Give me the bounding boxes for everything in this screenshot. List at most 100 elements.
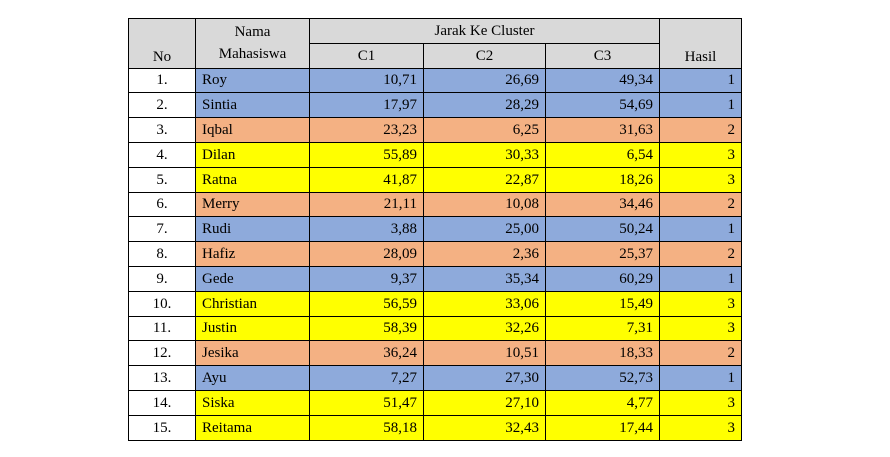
cell-hasil: 3 — [659, 141, 742, 168]
cell-c2: 28,29 — [423, 92, 546, 119]
cell-no: 1. — [128, 67, 196, 94]
cell-no: 7. — [128, 216, 196, 243]
cell-nama: Justin — [195, 315, 310, 342]
table-row: 3. Iqbal 23,23 6,25 31,63 2 — [128, 117, 742, 143]
cell-hasil: 2 — [659, 340, 742, 367]
cell-c2: 33,06 — [423, 290, 546, 317]
cell-c2: 22,87 — [423, 166, 546, 193]
cell-hasil: 1 — [659, 92, 742, 119]
cluster-distance-table: No Nama Mahasiswa Jarak Ke Cluster Hasil… — [128, 18, 742, 441]
cell-c1: 58,18 — [309, 414, 424, 441]
cell-c1: 17,97 — [309, 92, 424, 119]
cell-nama: Christian — [195, 290, 310, 317]
cell-c2: 25,00 — [423, 216, 546, 243]
table-row: 14. Siska 51,47 27,10 4,77 3 — [128, 389, 742, 416]
cell-no: 10. — [128, 290, 196, 317]
cell-nama: Roy — [195, 67, 310, 94]
header-nama-line2: Mahasiswa — [218, 46, 287, 63]
table-body: 1. Roy 10,71 26,69 49,34 1 2. Sintia 17,97 28,29 5… — [128, 67, 742, 441]
cell-hasil: 3 — [659, 389, 742, 416]
cell-c2: 6,25 — [423, 117, 546, 143]
cell-no: 15. — [128, 414, 196, 441]
table-row: 12. Jesika 36,24 10,51 18,33 2 — [128, 340, 742, 367]
cell-c2: 32,43 — [423, 414, 546, 441]
cell-c1: 55,89 — [309, 141, 424, 168]
header-hasil: Hasil — [659, 18, 742, 69]
cell-nama: Ayu — [195, 365, 310, 391]
table-row: 1. Roy 10,71 26,69 49,34 1 — [128, 67, 742, 94]
cell-no: 5. — [128, 166, 196, 193]
table-row: 11. Justin 58,39 32,26 7,31 3 — [128, 315, 742, 342]
header-c2: C2 — [423, 42, 546, 69]
table-row: 13. Ayu 7,27 27,30 52,73 1 — [128, 365, 742, 391]
cell-c1: 58,39 — [309, 315, 424, 342]
table-row: 8. Hafiz 28,09 2,36 25,37 2 — [128, 241, 742, 267]
table-row: 7. Rudi 3,88 25,00 50,24 1 — [128, 216, 742, 243]
cell-c3: 25,37 — [545, 241, 660, 267]
cell-c1: 51,47 — [309, 389, 424, 416]
cell-no: 11. — [128, 315, 196, 342]
cell-c2: 30,33 — [423, 141, 546, 168]
cell-c2: 10,51 — [423, 340, 546, 367]
header-row-1: No Nama Mahasiswa Jarak Ke Cluster Hasil — [128, 18, 742, 69]
cell-hasil: 3 — [659, 315, 742, 342]
table-row: 15. Reitama 58,18 32,43 17,44 3 — [128, 414, 742, 441]
cell-c1: 36,24 — [309, 340, 424, 367]
header-no: No — [128, 18, 196, 69]
table-row: 5. Ratna 41,87 22,87 18,26 3 — [128, 166, 742, 193]
cell-c2: 27,10 — [423, 389, 546, 416]
cell-c3: 6,54 — [545, 141, 660, 168]
cell-c3: 17,44 — [545, 414, 660, 441]
cell-nama: Sintia — [195, 92, 310, 119]
cell-c1: 7,27 — [309, 365, 424, 391]
cell-c3: 4,77 — [545, 389, 660, 416]
header-jarak-ke-cluster: Jarak Ke Cluster — [309, 18, 660, 44]
cell-hasil: 3 — [659, 290, 742, 317]
cell-no: 13. — [128, 365, 196, 391]
cell-c3: 52,73 — [545, 365, 660, 391]
cell-nama: Hafiz — [195, 241, 310, 267]
cell-c2: 2,36 — [423, 241, 546, 267]
cell-c1: 3,88 — [309, 216, 424, 243]
cell-no: 12. — [128, 340, 196, 367]
cell-c1: 9,37 — [309, 265, 424, 292]
cell-c2: 35,34 — [423, 265, 546, 292]
cell-nama: Iqbal — [195, 117, 310, 143]
header-c3: C3 — [545, 42, 660, 69]
cell-nama: Gede — [195, 265, 310, 292]
cell-hasil: 3 — [659, 414, 742, 441]
table-row: 4. Dilan 55,89 30,33 6,54 3 — [128, 141, 742, 168]
cell-hasil: 1 — [659, 265, 742, 292]
cell-nama: Dilan — [195, 141, 310, 168]
cell-c2: 27,30 — [423, 365, 546, 391]
cell-c3: 49,34 — [545, 67, 660, 94]
cell-c1: 28,09 — [309, 241, 424, 267]
cell-c1: 56,59 — [309, 290, 424, 317]
header-c1: C1 — [309, 42, 424, 69]
cell-no: 9. — [128, 265, 196, 292]
cell-nama: Reitama — [195, 414, 310, 441]
cell-nama: Jesika — [195, 340, 310, 367]
cell-c3: 34,46 — [545, 191, 660, 218]
cell-c3: 15,49 — [545, 290, 660, 317]
table-row: 2. Sintia 17,97 28,29 54,69 1 — [128, 92, 742, 119]
cell-no: 6. — [128, 191, 196, 218]
cell-nama: Merry — [195, 191, 310, 218]
cell-no: 8. — [128, 241, 196, 267]
cell-c3: 50,24 — [545, 216, 660, 243]
cell-hasil: 1 — [659, 365, 742, 391]
cell-no: 3. — [128, 117, 196, 143]
cell-hasil: 1 — [659, 67, 742, 94]
cell-nama: Siska — [195, 389, 310, 416]
header-nama-mahasiswa: Nama Mahasiswa — [195, 18, 310, 69]
cell-c2: 32,26 — [423, 315, 546, 342]
cell-no: 4. — [128, 141, 196, 168]
cell-hasil: 2 — [659, 117, 742, 143]
cell-c3: 60,29 — [545, 265, 660, 292]
cell-c2: 10,08 — [423, 191, 546, 218]
table-row: 10. Christian 56,59 33,06 15,49 3 — [128, 290, 742, 317]
cell-hasil: 2 — [659, 241, 742, 267]
table-row: 6. Merry 21,11 10,08 34,46 2 — [128, 191, 742, 218]
cell-hasil: 3 — [659, 166, 742, 193]
cell-c3: 54,69 — [545, 92, 660, 119]
